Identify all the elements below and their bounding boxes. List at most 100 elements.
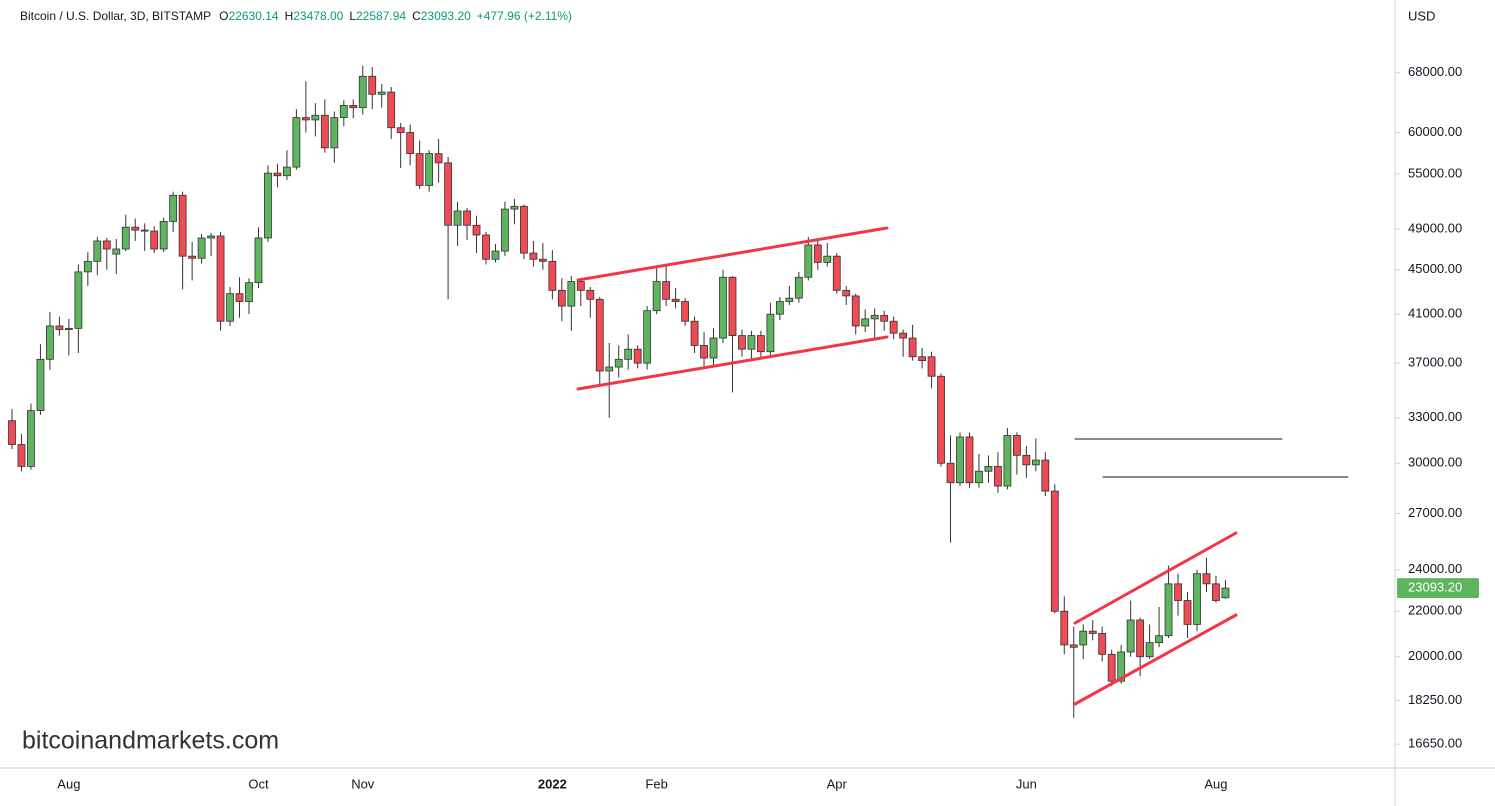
candle-body <box>83 260 92 273</box>
candle-body <box>264 172 272 239</box>
candle-body <box>8 420 16 445</box>
candle-body <box>728 276 737 337</box>
candle-body <box>1117 651 1126 682</box>
x-tick-label: Nov <box>351 776 375 791</box>
y-tick-label: 55000.00 <box>1408 165 1462 180</box>
candle-body <box>1031 459 1040 466</box>
candle-body <box>766 313 775 353</box>
trend-line <box>576 335 889 391</box>
candle-body <box>557 289 566 307</box>
candle-body <box>842 289 851 297</box>
candle-body <box>1221 587 1230 599</box>
candle-body <box>178 194 187 257</box>
candle-body <box>396 127 405 133</box>
candle-body <box>804 244 813 278</box>
candle-body <box>349 105 358 109</box>
candle-body <box>320 114 329 149</box>
candle-body <box>927 356 936 377</box>
x-tick-label: Feb <box>645 776 667 791</box>
candle-body <box>1145 642 1154 658</box>
candle-body <box>197 237 206 259</box>
candle-body <box>140 229 149 232</box>
drawings <box>576 226 1349 706</box>
candle-body <box>520 205 528 254</box>
candle-body <box>1174 583 1182 601</box>
candle-body <box>1136 619 1145 658</box>
candle-body <box>1022 454 1031 466</box>
candle-body <box>64 327 73 330</box>
candle-body <box>633 348 642 364</box>
candle-body <box>889 320 898 334</box>
candle-body <box>1050 490 1059 612</box>
candle-body <box>785 297 794 302</box>
y-tick-label: 27000.00 <box>1408 505 1462 520</box>
candle-body <box>93 240 102 262</box>
candle-body <box>567 281 576 307</box>
y-tick-label: 49000.00 <box>1408 221 1462 236</box>
candle-body <box>757 335 765 353</box>
candle-body <box>301 117 310 121</box>
candle-body <box>131 226 140 231</box>
y-tick-label: 68000.00 <box>1408 64 1462 79</box>
candle-body <box>1003 435 1012 487</box>
candle-body <box>595 298 604 372</box>
y-tick-label: 30000.00 <box>1408 455 1462 470</box>
candle-body <box>463 210 471 226</box>
y-tick-label: 41000.00 <box>1408 306 1462 321</box>
y-tick-label: 18250.00 <box>1408 692 1462 707</box>
y-tick-label: 24000.00 <box>1408 561 1462 576</box>
candle-body <box>406 132 415 155</box>
candle-body <box>36 358 45 411</box>
header-value: 22630.14 <box>229 9 279 23</box>
candle-body <box>311 114 320 121</box>
y-tick-label: 16650.00 <box>1408 736 1462 751</box>
x-tick-label: Apr <box>827 776 848 791</box>
candle-body <box>984 466 993 472</box>
candle-body <box>434 153 443 164</box>
candle-body <box>1193 573 1201 625</box>
candle-body <box>690 320 699 346</box>
trend-line <box>1073 531 1238 625</box>
candle-body <box>1126 619 1135 653</box>
candle-body <box>415 153 424 186</box>
candle-body <box>738 335 746 350</box>
candle-body <box>671 298 680 302</box>
last-price-label: 23093.20 <box>1408 580 1462 595</box>
candle-body <box>538 258 547 262</box>
candle-body <box>956 436 964 484</box>
header-value: 23478.00 <box>293 9 343 23</box>
candle-body <box>444 162 452 226</box>
candle-body <box>624 348 633 360</box>
candle-body <box>159 220 168 250</box>
candle-body <box>1164 583 1173 637</box>
candle-body <box>662 281 671 300</box>
candle-body <box>605 366 614 372</box>
candle-body <box>216 235 225 322</box>
candle-body <box>1069 644 1078 648</box>
y-tick-label: 37000.00 <box>1408 355 1462 370</box>
trend-line <box>1073 613 1238 706</box>
candle-body <box>994 466 1002 487</box>
candle-body <box>823 255 832 263</box>
candle-body <box>226 293 234 322</box>
candle-body <box>1098 633 1107 655</box>
candle-body <box>1183 600 1192 625</box>
candle-body <box>832 255 841 291</box>
candle-body <box>1060 610 1069 646</box>
y-tick-label: 45000.00 <box>1408 261 1462 276</box>
header-prefix: O <box>219 9 228 23</box>
watermark: bitcoinandmarkets.com <box>22 727 279 755</box>
candle-body <box>339 105 348 119</box>
candle-body <box>273 172 282 177</box>
y-tick-label: 33000.00 <box>1408 409 1462 424</box>
candle-body <box>27 410 35 467</box>
candle-body <box>207 235 215 239</box>
candle-body <box>387 91 396 129</box>
candle-body <box>245 282 253 302</box>
candle-body <box>681 301 689 322</box>
candle-body <box>368 75 377 95</box>
candle-body <box>908 337 917 358</box>
candle-body <box>851 295 860 327</box>
candle-body <box>1041 459 1050 492</box>
y-tick-label: 22000.00 <box>1408 603 1462 618</box>
